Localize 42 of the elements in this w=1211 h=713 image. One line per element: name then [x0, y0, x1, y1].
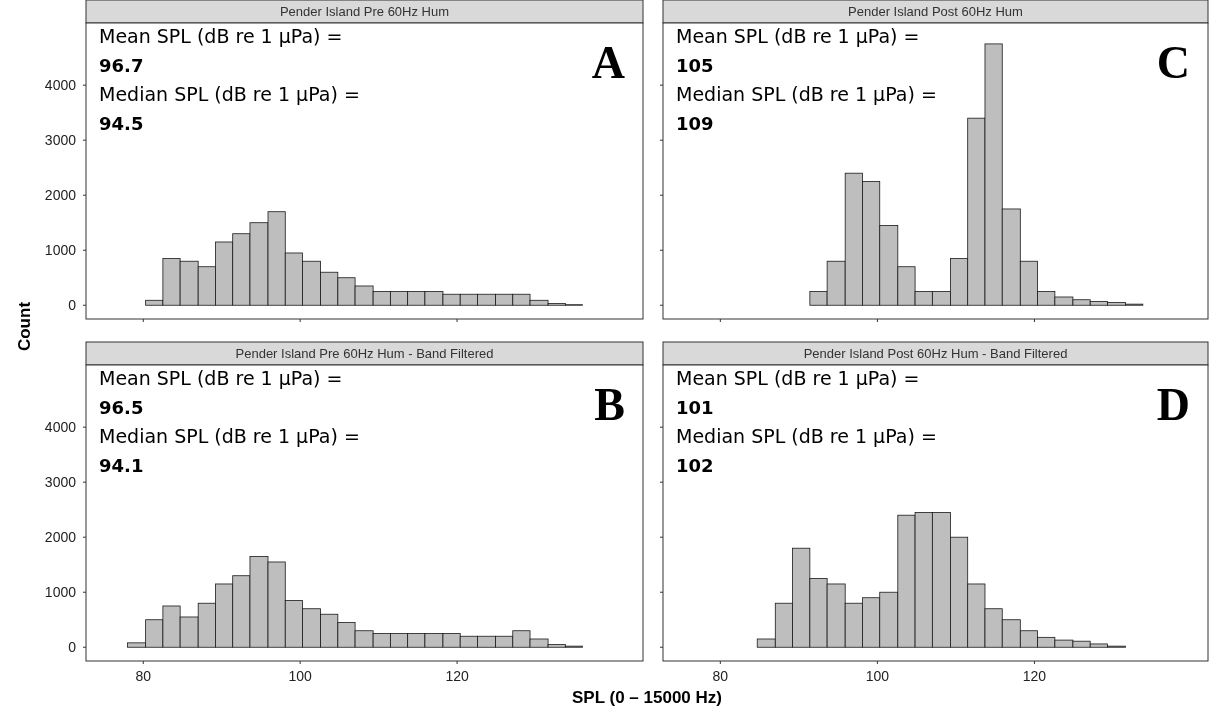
x-tick-label: 80 — [135, 668, 152, 684]
y-tick-label: 4000 — [44, 77, 77, 94]
chart-title: Pender Island Post 60Hz Hum - Band Filtered — [803, 346, 1068, 361]
annotation: 94.5 — [99, 113, 144, 134]
chart-title: Pender Island Pre 60Hz Hum — [279, 4, 450, 19]
y-tick-label: 2000 — [44, 187, 77, 204]
annotation: Median SPL (dB re 1 μPa) = — [676, 425, 937, 447]
x-tick-label: 100 — [288, 668, 313, 684]
annotation: 109 — [676, 113, 714, 134]
annotation: D — [1156, 379, 1190, 430]
annotation: B — [594, 379, 625, 430]
annotation: 96.5 — [99, 397, 144, 418]
annotation: A — [591, 37, 625, 88]
annotation: Mean SPL (dB re 1 μPa) = — [99, 367, 343, 389]
y-tick-label: 0 — [68, 297, 77, 314]
annotation: Mean SPL (dB re 1 μPa) = — [676, 367, 920, 389]
annotation: Mean SPL (dB re 1 μPa) = — [676, 25, 920, 47]
y-tick-label: 3000 — [44, 132, 77, 149]
y-tick-label: 4000 — [44, 419, 77, 436]
x-tick-label: 100 — [865, 668, 890, 684]
annotation: C — [1156, 37, 1190, 88]
chart-title: Pender Island Pre 60Hz Hum - Band Filtered — [235, 346, 494, 361]
y-axis-title: Count — [15, 301, 34, 352]
x-axis-title: SPL (0 – 15000 Hz) — [572, 688, 722, 707]
annotation: 101 — [676, 397, 714, 418]
y-tick-label: 2000 — [44, 529, 77, 546]
y-tick-label: 3000 — [44, 474, 77, 491]
annotation: 102 — [676, 455, 714, 476]
x-tick-label: 80 — [712, 668, 729, 684]
x-tick-label: 120 — [445, 668, 469, 684]
annotation: Mean SPL (dB re 1 μPa) = — [99, 25, 343, 47]
y-tick-label: 0 — [68, 639, 77, 656]
annotation: 94.1 — [99, 455, 144, 476]
y-tick-label: 1000 — [44, 584, 77, 601]
annotation: 105 — [676, 55, 714, 76]
annotation: 96.7 — [99, 55, 144, 76]
annotation: Median SPL (dB re 1 μPa) = — [676, 83, 937, 105]
annotation: Median SPL (dB re 1 μPa) = — [99, 83, 360, 105]
x-tick-label: 120 — [1022, 668, 1047, 684]
annotation: Median SPL (dB re 1 μPa) = — [99, 425, 360, 447]
y-tick-label: 1000 — [44, 242, 77, 259]
chart-title: Pender Island Post 60Hz Hum — [848, 4, 1023, 19]
